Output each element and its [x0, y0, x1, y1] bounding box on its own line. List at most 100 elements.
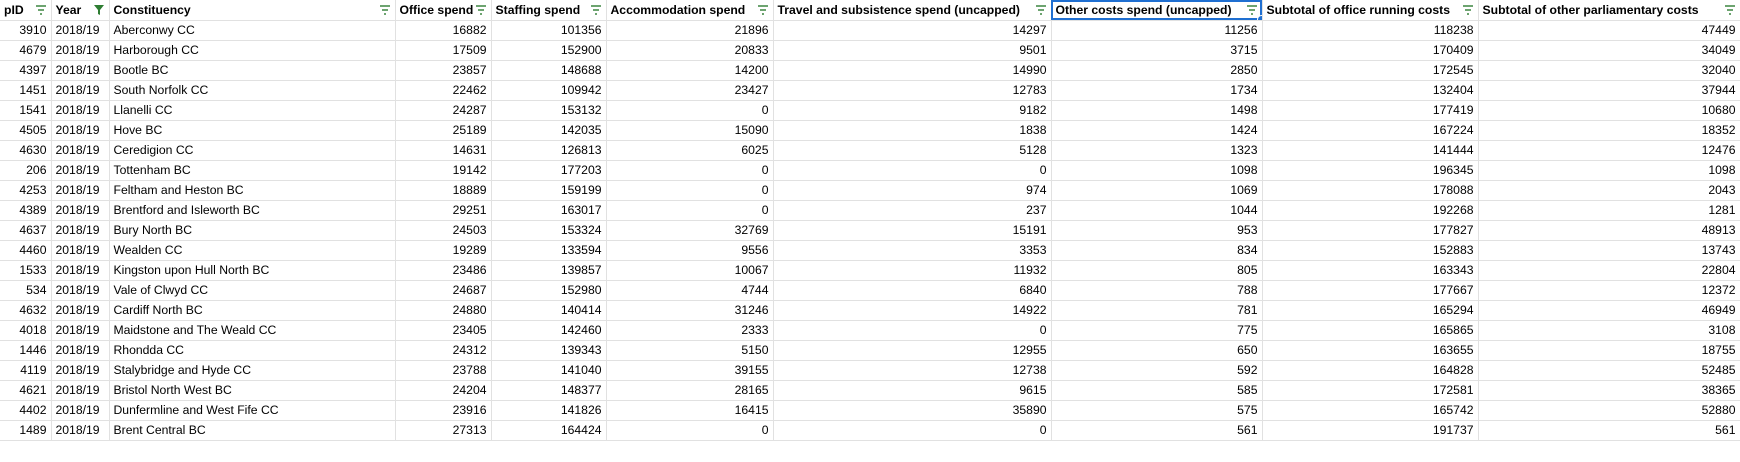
cell-staffing-spend[interactable]: 141826	[491, 400, 607, 421]
cell-subtotal-office-running[interactable]: 118238	[1262, 20, 1479, 41]
filter-icon[interactable]	[474, 3, 488, 17]
cell-accommodation-spend[interactable]: 0	[606, 200, 774, 221]
cell-pid[interactable]: 4253	[0, 180, 52, 201]
cell-accommodation-spend[interactable]: 31246	[606, 300, 774, 321]
cell-subtotal-office-running[interactable]: 177667	[1262, 280, 1479, 301]
cell-staffing-spend[interactable]: 142460	[491, 320, 607, 341]
filter-icon[interactable]	[1723, 3, 1737, 17]
cell-subtotal-other-parliamentary[interactable]: 52485	[1478, 360, 1740, 381]
cell-staffing-spend[interactable]: 148688	[491, 60, 607, 81]
cell-subtotal-other-parliamentary[interactable]: 48913	[1478, 220, 1740, 241]
cell-subtotal-other-parliamentary[interactable]: 10680	[1478, 100, 1740, 121]
cell-subtotal-other-parliamentary[interactable]: 47449	[1478, 20, 1740, 41]
cell-subtotal-other-parliamentary[interactable]: 3108	[1478, 320, 1740, 341]
column-header-subtotal-other-parliamentary[interactable]: Subtotal of other parliamentary costs	[1478, 0, 1740, 21]
cell-travel-spend[interactable]: 15191	[773, 220, 1052, 241]
cell-subtotal-other-parliamentary[interactable]: 46949	[1478, 300, 1740, 321]
cell-subtotal-other-parliamentary[interactable]: 12476	[1478, 140, 1740, 161]
cell-staffing-spend[interactable]: 139343	[491, 340, 607, 361]
cell-pid[interactable]: 4018	[0, 320, 52, 341]
cell-accommodation-spend[interactable]: 20833	[606, 40, 774, 61]
cell-travel-spend[interactable]: 6840	[773, 280, 1052, 301]
cell-year[interactable]: 2018/19	[51, 200, 110, 221]
filter-active-icon[interactable]	[92, 3, 106, 17]
cell-other-costs-spend[interactable]: 592	[1051, 360, 1263, 381]
cell-accommodation-spend[interactable]: 0	[606, 100, 774, 121]
cell-travel-spend[interactable]: 35890	[773, 400, 1052, 421]
cell-year[interactable]: 2018/19	[51, 400, 110, 421]
cell-other-costs-spend[interactable]: 2850	[1051, 60, 1263, 81]
cell-travel-spend[interactable]: 237	[773, 200, 1052, 221]
cell-travel-spend[interactable]: 14297	[773, 20, 1052, 41]
cell-year[interactable]: 2018/19	[51, 80, 110, 101]
cell-subtotal-office-running[interactable]: 177827	[1262, 220, 1479, 241]
cell-staffing-spend[interactable]: 177203	[491, 160, 607, 181]
cell-travel-spend[interactable]: 5128	[773, 140, 1052, 161]
cell-office-spend[interactable]: 24687	[395, 280, 492, 301]
cell-pid[interactable]: 1446	[0, 340, 52, 361]
cell-year[interactable]: 2018/19	[51, 360, 110, 381]
filter-icon[interactable]	[589, 3, 603, 17]
cell-pid[interactable]: 4389	[0, 200, 52, 221]
cell-subtotal-office-running[interactable]: 196345	[1262, 160, 1479, 181]
cell-other-costs-spend[interactable]: 561	[1051, 420, 1263, 441]
cell-travel-spend[interactable]: 12783	[773, 80, 1052, 101]
cell-other-costs-spend[interactable]: 805	[1051, 260, 1263, 281]
cell-accommodation-spend[interactable]: 32769	[606, 220, 774, 241]
cell-accommodation-spend[interactable]: 10067	[606, 260, 774, 281]
cell-subtotal-office-running[interactable]: 165742	[1262, 400, 1479, 421]
cell-constituency[interactable]: Ceredigion CC	[109, 140, 396, 161]
cell-year[interactable]: 2018/19	[51, 220, 110, 241]
cell-accommodation-spend[interactable]: 4744	[606, 280, 774, 301]
cell-travel-spend[interactable]: 3353	[773, 240, 1052, 261]
cell-other-costs-spend[interactable]: 834	[1051, 240, 1263, 261]
cell-subtotal-office-running[interactable]: 172581	[1262, 380, 1479, 401]
cell-travel-spend[interactable]: 11932	[773, 260, 1052, 281]
cell-constituency[interactable]: Hove BC	[109, 120, 396, 141]
cell-office-spend[interactable]: 14631	[395, 140, 492, 161]
cell-subtotal-office-running[interactable]: 132404	[1262, 80, 1479, 101]
cell-travel-spend[interactable]: 974	[773, 180, 1052, 201]
cell-constituency[interactable]: Stalybridge and Hyde CC	[109, 360, 396, 381]
cell-constituency[interactable]: Bootle BC	[109, 60, 396, 81]
cell-accommodation-spend[interactable]: 14200	[606, 60, 774, 81]
cell-accommodation-spend[interactable]: 39155	[606, 360, 774, 381]
filter-icon[interactable]	[34, 3, 48, 17]
cell-other-costs-spend[interactable]: 1424	[1051, 120, 1263, 141]
cell-subtotal-office-running[interactable]: 192268	[1262, 200, 1479, 221]
cell-office-spend[interactable]: 19142	[395, 160, 492, 181]
filter-icon[interactable]	[756, 3, 770, 17]
cell-staffing-spend[interactable]: 133594	[491, 240, 607, 261]
cell-pid[interactable]: 1541	[0, 100, 52, 121]
cell-pid[interactable]: 4621	[0, 380, 52, 401]
cell-travel-spend[interactable]: 14922	[773, 300, 1052, 321]
cell-subtotal-other-parliamentary[interactable]: 52880	[1478, 400, 1740, 421]
cell-subtotal-other-parliamentary[interactable]: 37944	[1478, 80, 1740, 101]
cell-other-costs-spend[interactable]: 781	[1051, 300, 1263, 321]
cell-staffing-spend[interactable]: 109942	[491, 80, 607, 101]
cell-other-costs-spend[interactable]: 1044	[1051, 200, 1263, 221]
cell-other-costs-spend[interactable]: 953	[1051, 220, 1263, 241]
cell-office-spend[interactable]: 23916	[395, 400, 492, 421]
cell-pid[interactable]: 1489	[0, 420, 52, 441]
cell-subtotal-other-parliamentary[interactable]: 22804	[1478, 260, 1740, 281]
cell-pid[interactable]: 4460	[0, 240, 52, 261]
filter-icon[interactable]	[1034, 3, 1048, 17]
cell-staffing-spend[interactable]: 141040	[491, 360, 607, 381]
cell-staffing-spend[interactable]: 148377	[491, 380, 607, 401]
cell-year[interactable]: 2018/19	[51, 300, 110, 321]
cell-other-costs-spend[interactable]: 650	[1051, 340, 1263, 361]
cell-subtotal-office-running[interactable]: 191737	[1262, 420, 1479, 441]
cell-year[interactable]: 2018/19	[51, 100, 110, 121]
cell-other-costs-spend[interactable]: 1498	[1051, 100, 1263, 121]
cell-travel-spend[interactable]: 0	[773, 420, 1052, 441]
cell-year[interactable]: 2018/19	[51, 180, 110, 201]
cell-year[interactable]: 2018/19	[51, 140, 110, 161]
cell-office-spend[interactable]: 29251	[395, 200, 492, 221]
cell-staffing-spend[interactable]: 159199	[491, 180, 607, 201]
cell-other-costs-spend[interactable]: 575	[1051, 400, 1263, 421]
cell-other-costs-spend[interactable]: 1323	[1051, 140, 1263, 161]
column-header-other-costs-spend[interactable]: Other costs spend (uncapped)	[1051, 0, 1263, 21]
column-header-subtotal-office-running[interactable]: Subtotal of office running costs	[1262, 0, 1479, 21]
cell-travel-spend[interactable]: 0	[773, 160, 1052, 181]
